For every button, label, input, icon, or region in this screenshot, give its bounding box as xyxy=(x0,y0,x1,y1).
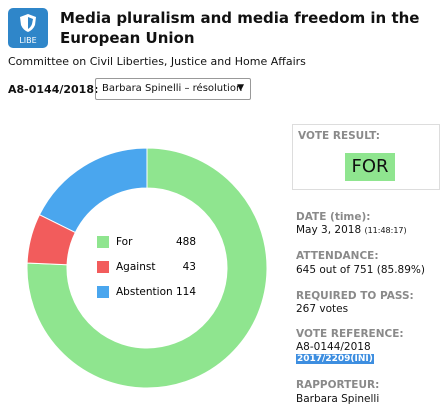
result-box: VOTE RESULT: FOR xyxy=(292,124,440,190)
procedure-link[interactable]: 2017/2209(INI) xyxy=(296,354,374,364)
rapporteur-label: RAPPORTEUR: xyxy=(296,379,380,391)
result-label: VOTE RESULT: xyxy=(298,130,380,142)
legend-value: 114 xyxy=(176,286,196,298)
time: (11:48:17) xyxy=(364,226,407,235)
donut-slice xyxy=(38,147,148,234)
vote-chart: For 488 Against 43 Abstention 114 xyxy=(26,147,268,389)
required-value: 267 votes xyxy=(296,303,349,315)
select-text: Barbara Spinelli – résolution xyxy=(102,83,243,94)
legend-swatch xyxy=(97,261,109,273)
reference-label: A8-0144/2018: xyxy=(8,83,99,96)
legend-label: Against xyxy=(116,261,155,273)
select-arrow: ▼ xyxy=(237,83,244,93)
result-value: FOR xyxy=(345,153,395,181)
shield-icon xyxy=(20,14,36,32)
rapporteur-value: Barbara Spinelli xyxy=(296,393,380,405)
resolution-select[interactable]: Barbara Spinelli – résolution ▼ xyxy=(95,78,251,100)
attendance-value: 645 out of 751 (85.89%) xyxy=(296,264,425,276)
date: May 3, 2018 xyxy=(296,224,362,236)
legend-swatch xyxy=(97,286,109,298)
committee-name: Committee on Civil Liberties, Justice an… xyxy=(8,55,306,68)
reference-label: VOTE REFERENCE: xyxy=(296,328,404,340)
date-value: May 3, 2018 (11:48:17) xyxy=(296,224,407,236)
legend-swatch xyxy=(97,236,109,248)
committee-badge: LIBE xyxy=(8,8,48,48)
legend-value: 43 xyxy=(183,261,196,273)
donut-slice xyxy=(26,147,268,389)
badge-text: LIBE xyxy=(19,36,37,45)
legend-value: 488 xyxy=(176,236,196,248)
required-label: REQUIRED TO PASS: xyxy=(296,290,414,302)
date-label: DATE (time): xyxy=(296,211,371,223)
legend-label: Abstention xyxy=(116,286,173,298)
attendance-label: ATTENDANCE: xyxy=(296,250,379,262)
reference-value: A8-0144/2018 xyxy=(296,341,371,353)
page-title: Media pluralism and media freedom in the… xyxy=(60,9,420,47)
legend-label: For xyxy=(116,236,133,248)
